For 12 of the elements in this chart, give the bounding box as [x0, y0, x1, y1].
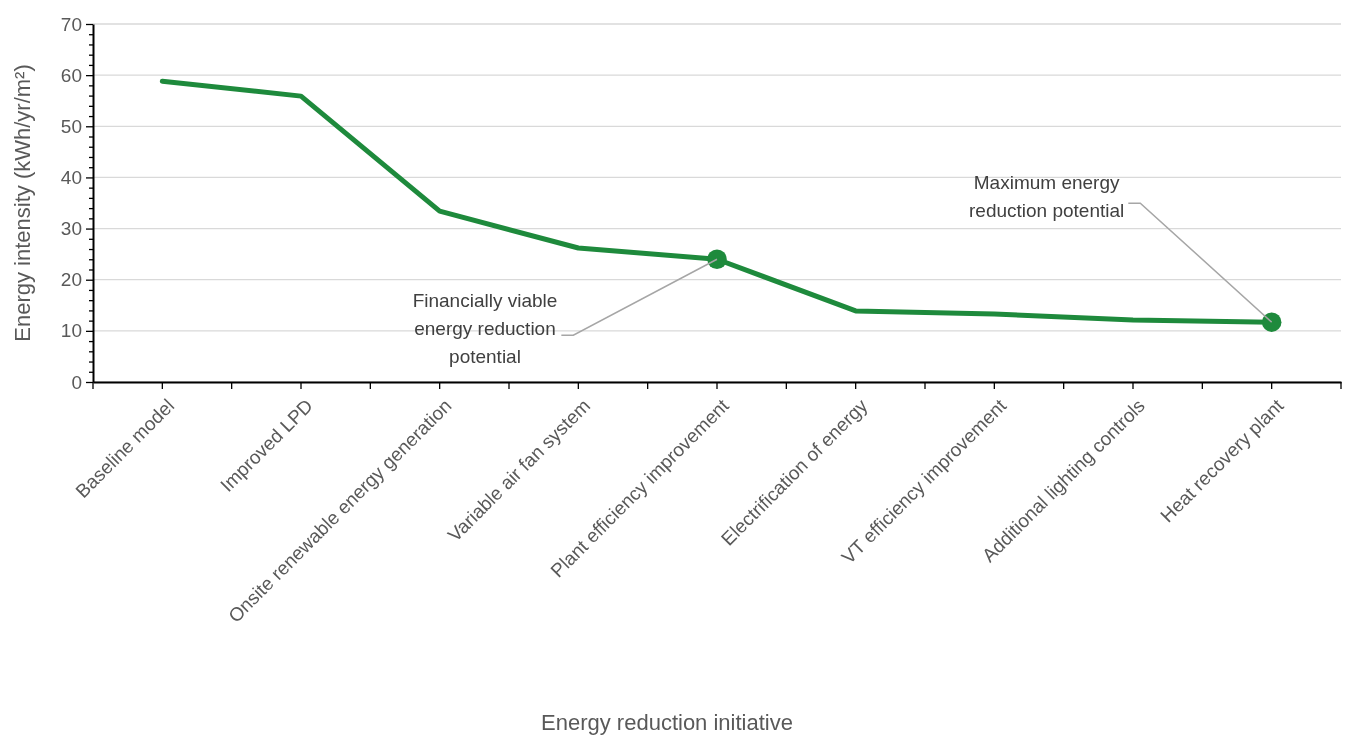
y-tick-label: 60: [60, 64, 82, 86]
y-tick-label: 20: [60, 269, 82, 291]
y-tick-label: 30: [60, 218, 82, 240]
annotation: Maximum energy reduction potential: [969, 172, 1125, 222]
y-tick-label: 50: [60, 115, 82, 137]
y-tick-label: 10: [60, 320, 82, 342]
annotation: Financially viable energy reduction potential: [412, 290, 558, 368]
y-axis-title: Energy intensity (kWh/yr/m²): [10, 64, 35, 342]
x-axis-title: Energy reduction initiative: [541, 710, 793, 735]
y-tick-label: 70: [60, 13, 82, 35]
y-tick-label: 0: [71, 371, 82, 393]
y-tick-label: 40: [60, 167, 82, 189]
